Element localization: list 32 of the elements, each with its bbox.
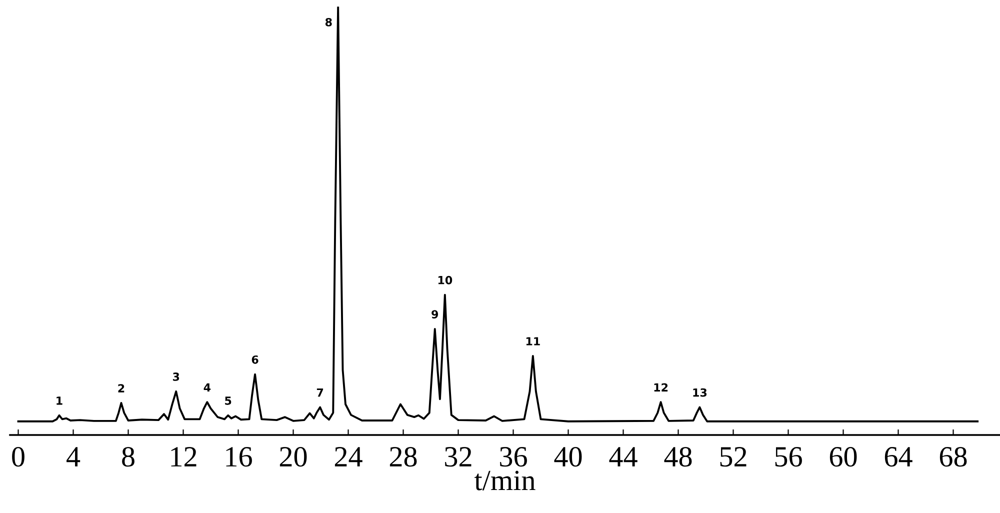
annotation: 9 <box>432 310 438 319</box>
annotation: 13 <box>693 388 707 397</box>
x-tick-label: 24 <box>334 447 362 466</box>
annotation: 4 <box>204 383 211 392</box>
x-tick-label: 8 <box>122 446 134 467</box>
x-tick-label: 4 <box>66 447 80 466</box>
x-axis-title: t/min <box>474 470 536 490</box>
annotation: 1 <box>56 396 62 405</box>
annotation: 5 <box>225 396 232 405</box>
x-tick-label: 44 <box>609 447 638 466</box>
x-tick-label: 16 <box>226 447 252 467</box>
annotation: 12 <box>654 383 668 392</box>
x-tick-label: 60 <box>830 446 857 467</box>
x-tick-label: 48 <box>664 446 692 467</box>
x-tick-label: 40 <box>554 446 582 467</box>
annotation: 11 <box>526 337 540 346</box>
annotation: 8 <box>325 18 332 26</box>
x-tick-label: 28 <box>390 446 417 467</box>
annotation: 6 <box>252 355 258 364</box>
x-tick-label: 68 <box>940 446 967 467</box>
annotation: 2 <box>118 384 124 392</box>
x-tick-label: 56 <box>775 447 802 467</box>
x-tick-label: 12 <box>171 447 196 466</box>
annotation: 10 <box>438 276 452 284</box>
x-tick-label: 52 <box>720 447 746 467</box>
x-tick-label: 36 <box>500 447 527 467</box>
x-tick-label: 0 <box>12 446 24 467</box>
annotation: 7 <box>316 388 324 397</box>
x-tick-label: 32 <box>445 447 472 467</box>
x-tick-label: 20 <box>280 446 307 467</box>
annotation: 3 <box>172 372 180 381</box>
x-tick-label: 64 <box>884 447 912 467</box>
